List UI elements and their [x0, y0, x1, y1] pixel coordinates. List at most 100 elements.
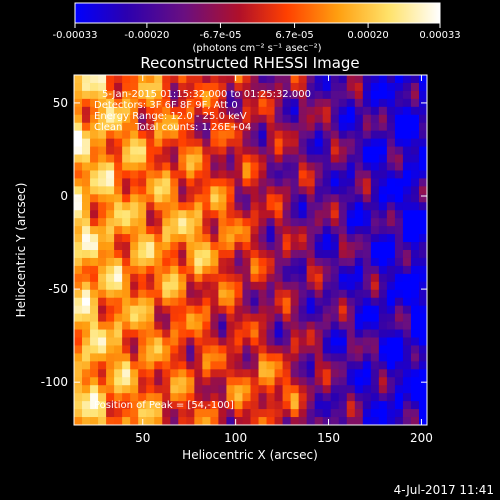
heatmap-cell	[410, 409, 420, 418]
heatmap-cell	[226, 75, 235, 84]
heatmap-cell	[82, 75, 91, 84]
heatmap-cell	[98, 265, 107, 275]
heatmap-cell	[218, 297, 227, 307]
heatmap-cell	[226, 369, 235, 378]
heatmap-cell	[410, 337, 420, 346]
heatmap-cell	[258, 82, 267, 92]
heatmap-cell	[402, 401, 412, 410]
heatmap-cell	[354, 297, 364, 307]
heatmap-cell	[178, 154, 187, 163]
heatmap-cell	[82, 114, 91, 124]
heatmap-cell	[218, 385, 227, 394]
heatmap-cell	[394, 234, 404, 243]
heatmap-cell	[338, 289, 348, 299]
heatmap-cell	[274, 170, 283, 179]
heatmap-cell	[290, 178, 300, 187]
heatmap-cell	[386, 178, 396, 187]
heatmap-cell	[218, 242, 227, 251]
heatmap-cell	[210, 385, 219, 394]
heatmap-cell	[186, 250, 195, 259]
heatmap-cell	[114, 106, 123, 116]
heatmap-cell	[194, 242, 203, 251]
heatmap-cell	[178, 257, 187, 267]
heatmap-cell	[178, 138, 187, 147]
heatmap-cell	[354, 82, 364, 92]
heatmap-cell	[338, 369, 348, 378]
heatmap-cell	[210, 257, 219, 267]
heatmap-cell	[106, 178, 115, 187]
heatmap-cell	[178, 114, 187, 124]
heatmap-cell	[210, 250, 219, 259]
heatmap-cell	[218, 337, 227, 346]
heatmap-cell	[346, 393, 356, 402]
heatmap-cell	[298, 305, 308, 315]
heatmap-cell	[418, 82, 427, 92]
heatmap-cell	[402, 289, 412, 299]
heatmap-cell	[378, 202, 388, 211]
heatmap-cell	[410, 369, 420, 378]
heatmap-cell	[346, 75, 356, 84]
heatmap-cell	[346, 106, 356, 116]
heatmap-cell	[274, 385, 283, 394]
heatmap-cell	[74, 329, 83, 338]
heatmap-cell	[162, 393, 171, 402]
heatmap-cell	[226, 194, 235, 203]
heatmap-cell	[226, 305, 235, 315]
heatmap-cell	[306, 82, 316, 92]
heatmap-cell	[346, 265, 356, 275]
heatmap-cell	[122, 202, 131, 211]
heatmap-cell	[402, 369, 412, 378]
heatmap-cell	[338, 98, 348, 108]
heatmap-cell	[138, 218, 147, 227]
heatmap-cell	[370, 257, 380, 267]
heatmap-cell	[410, 329, 420, 338]
heatmap-cell	[386, 98, 396, 108]
heatmap-cell	[346, 385, 356, 394]
heatmap-cell	[202, 98, 211, 108]
heatmap-cell	[154, 226, 163, 235]
heatmap-cell	[98, 234, 107, 243]
heatmap-cell	[218, 186, 227, 195]
heatmap-cell	[130, 329, 139, 338]
heatmap-cell	[370, 138, 380, 147]
heatmap-cell	[122, 385, 131, 394]
heatmap-cell	[322, 178, 332, 187]
heatmap-cell	[386, 377, 396, 386]
heatmap-cell	[202, 162, 211, 171]
heatmap-cell	[106, 369, 115, 378]
heatmap-cell	[146, 289, 155, 299]
heatmap-cell	[146, 178, 155, 187]
heatmap-cell	[322, 162, 332, 171]
heatmap-cell	[122, 361, 131, 370]
heatmap-cell	[418, 234, 427, 243]
heatmap-cell	[114, 226, 123, 235]
heatmap-cell	[130, 377, 139, 386]
heatmap-cell	[274, 409, 283, 418]
heatmap-cell	[266, 242, 275, 251]
heatmap-cell	[338, 305, 348, 315]
heatmap-cell	[202, 345, 211, 354]
heatmap-cell	[258, 186, 267, 195]
heatmap-cell	[378, 138, 388, 147]
heatmap-cell	[282, 162, 292, 171]
heatmap-cell	[162, 170, 171, 179]
heatmap-cell	[322, 289, 332, 299]
heatmap-cell	[394, 242, 404, 251]
heatmap-cell	[346, 146, 356, 155]
heatmap-cell	[162, 154, 171, 163]
heatmap-cell	[98, 273, 107, 283]
heatmap-cell	[170, 138, 179, 147]
heatmap-cell	[162, 98, 171, 108]
heatmap-cell	[226, 226, 235, 235]
heatmap-cell	[74, 146, 83, 155]
heatmap-cell	[194, 417, 203, 425]
heatmap-cell	[418, 369, 427, 378]
heatmap-cell	[386, 393, 396, 402]
heatmap-cell	[298, 170, 308, 179]
heatmap-cell	[266, 138, 275, 147]
heatmap-cell	[106, 122, 115, 132]
heatmap-cell	[162, 321, 171, 330]
heatmap-cell	[98, 345, 107, 354]
heatmap-cell	[90, 170, 99, 179]
heatmap-cell	[210, 106, 219, 116]
